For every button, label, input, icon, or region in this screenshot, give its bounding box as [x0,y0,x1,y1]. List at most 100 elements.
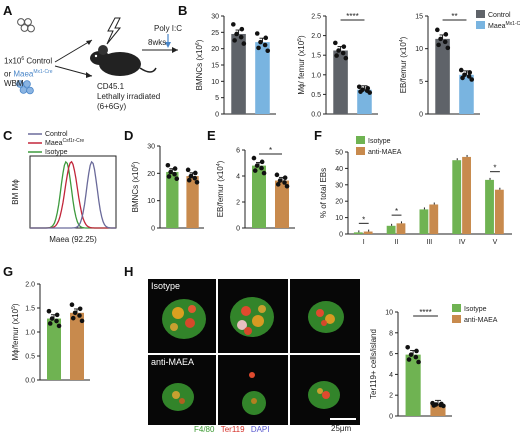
c-legend-label: Isotype [45,149,68,156]
b2-ytick-label: 1.5 [311,53,321,60]
h-sig-label: **** [419,308,431,317]
d-ytick-label: 20 [147,171,155,178]
micrograph-anti-maea-3 [290,355,360,425]
d-point [165,162,171,168]
f-legend-swatch [356,147,365,155]
b2-sig-label: **** [346,12,358,21]
b2-point [341,44,347,49]
h-point [430,400,435,406]
h-ytick-label: 10 [385,310,393,317]
f-xtick-label: V [493,239,498,246]
f-bar [353,232,363,234]
f-ytick-label: 30 [335,182,343,189]
d-point [188,173,194,179]
h-point [413,354,419,360]
g-point [77,313,82,318]
b3-ytick-label: 15 [415,14,423,21]
f-bar [485,179,494,234]
micrograph-anti-maea-1 [148,355,216,425]
c-ylabel: BM Mϕ [11,179,20,205]
b3-ylabel: EB/femur (x104) [399,36,408,93]
b3-point [445,45,451,51]
e-point [274,172,280,178]
b3-bar [435,38,450,114]
b2-bar [333,50,348,114]
d-ytick-label: 0 [151,226,155,233]
panel-e-chart: 0 2 4 6 * EB/femur (x104) [216,146,295,233]
b1-bar [231,33,246,114]
g-point [54,318,59,324]
d-ylabel: BMNCs (x106) [131,161,140,212]
b2-point [356,84,362,90]
b2-point [340,50,346,56]
g-ytick-label: 0.5 [25,354,35,361]
g-ylabel: Mϕ/femur (x105) [11,303,20,360]
b2-point [333,40,338,46]
h-point [414,348,419,354]
panel-label-d: D [124,128,134,143]
f-xtick-label: II [395,239,399,246]
b-legend-swatch [476,10,485,18]
f-bar [396,223,406,234]
f-sig-label: * [362,215,365,224]
b1-point [254,31,260,36]
h-legend-swatch [452,315,461,323]
b3-bar [459,74,474,114]
f-bar [494,189,504,234]
b1-point [239,26,245,32]
panel-label-g: G [3,264,14,279]
h-ytick-label: 8 [389,330,393,337]
e-bar [252,165,266,228]
h-point [441,403,446,409]
b1-ytick-label: 5 [215,95,219,102]
b1-point [263,35,269,41]
donor-cells-maea-icon [16,80,34,95]
c-histogram-curve [30,160,116,229]
c-histogram-curve [30,160,116,229]
h-ytick-label: 6 [389,351,393,358]
b2-point [360,87,365,92]
panel-label-e: E [207,128,216,143]
g-ytick-label: 1.5 [25,306,35,313]
stain-f480: F4/80 [194,425,215,434]
panel-f-chart: 0 10 20 30 40 50 I * II * III IV V * % of total EBs Iso… [319,136,512,246]
b-legend-label: MaeaMx1-Cre [488,21,520,30]
e-point [261,170,267,176]
g-ytick-label: 2.0 [25,282,35,289]
b3-point [469,77,475,82]
f-xtick-label: I [363,239,365,246]
c-histogram-curve [30,160,116,229]
b3-point [435,27,440,33]
donor-description: 1x106 Control or MaeaMx1-Cre WBM [4,56,53,89]
b2-bar [357,89,372,114]
d-point [172,166,178,171]
d-point [194,179,200,185]
b2-ytick-label: 0.0 [311,112,321,119]
h-bar [405,354,421,416]
e-point [259,165,264,171]
timepoint-label: 8wks [148,38,167,47]
f-ylabel: % of total EBs [319,168,328,218]
scale-bar-line [330,418,356,420]
micrograph-anti-maea-2 [218,355,288,425]
b1-point [256,45,261,51]
donor-cells-control-icon [17,18,35,33]
f-sig-label: * [493,164,496,173]
d-ytick-label: 10 [147,198,155,205]
b1-ytick-label: 10 [211,79,219,86]
h-ytick-label: 0 [389,414,393,421]
h-point [406,357,412,362]
b-legend-swatch [476,21,485,29]
f-bar [429,204,439,234]
h-point [405,344,410,350]
f-legend-swatch [356,136,365,144]
f-bar [386,225,396,234]
panel-label-h: H [124,264,134,279]
g-point [72,310,78,316]
panel-label-f: F [314,128,322,143]
e-ytick-label: 4 [236,174,240,181]
b1-point [232,38,237,43]
g-point [49,316,55,321]
d-point [166,174,172,179]
